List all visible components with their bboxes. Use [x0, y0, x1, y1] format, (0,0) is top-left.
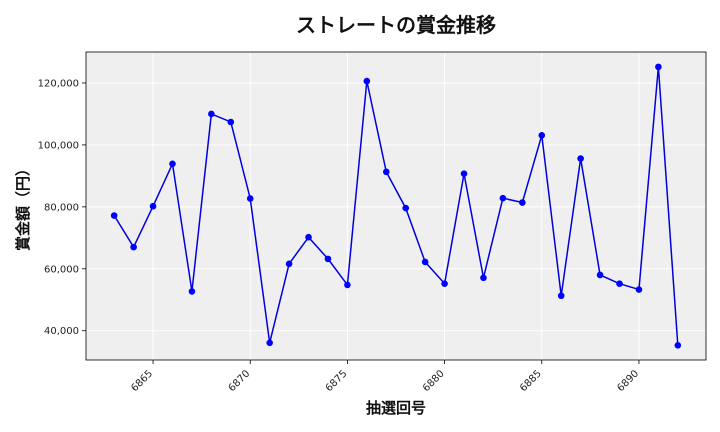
data-point: [402, 204, 410, 212]
data-point: [246, 195, 254, 202]
data-point: [285, 260, 293, 268]
plot-frame: [85, 51, 707, 361]
data-point: [635, 286, 643, 293]
data-point: [149, 202, 157, 210]
data-point: [674, 341, 682, 349]
x-tick-label: 6870: [227, 368, 253, 394]
data-point: [188, 288, 196, 295]
x-tick-label: 6890: [615, 368, 641, 394]
data-point: [305, 233, 312, 241]
series-line: [113, 66, 679, 346]
data-point: [169, 160, 176, 168]
series-line-group: [113, 66, 679, 346]
data-point: [596, 271, 604, 279]
x-tick-label: 6865: [129, 368, 155, 394]
x-tick-label: 6885: [518, 368, 544, 394]
data-point: [344, 281, 351, 289]
x-tick-label: 6880: [421, 368, 447, 394]
data-point: [363, 77, 371, 85]
y-tick-label: 60,000: [44, 264, 79, 275]
chart-title: ストレートの賞金推移: [296, 13, 496, 37]
data-point: [538, 132, 546, 139]
y-axis-label: 賞金額（円）: [14, 161, 32, 251]
data-point: [557, 292, 565, 300]
y-tick-label: 40,000: [44, 326, 79, 337]
x-axis-ticks: 6865 6870 6875 6880 6885 6890: [129, 360, 641, 394]
data-points-group: [110, 63, 682, 349]
data-point: [208, 110, 215, 118]
data-point: [480, 274, 487, 282]
data-point: [266, 339, 273, 347]
plot-area: [86, 52, 706, 360]
data-point: [499, 194, 507, 202]
data-point: [460, 170, 468, 178]
data-point: [441, 280, 448, 287]
data-point: [110, 212, 118, 219]
data-point: [616, 280, 623, 287]
data-point: [382, 168, 390, 176]
data-point: [577, 155, 584, 162]
data-point: [227, 118, 235, 126]
data-point: [324, 255, 332, 263]
y-tick-label: 120,000: [38, 78, 79, 89]
x-tick-label: 6875: [324, 368, 350, 394]
grid-lines: [86, 52, 706, 360]
data-point: [519, 199, 526, 206]
y-tick-label: 100,000: [38, 140, 79, 151]
data-point: [130, 243, 137, 251]
data-point: [655, 63, 662, 71]
y-tick-label: 80,000: [44, 202, 79, 213]
y-axis-ticks: 40,000 60,000 80,000 100,000 120,000: [38, 78, 86, 337]
data-point: [421, 258, 429, 266]
x-axis-label: 抽選回号: [366, 399, 426, 417]
